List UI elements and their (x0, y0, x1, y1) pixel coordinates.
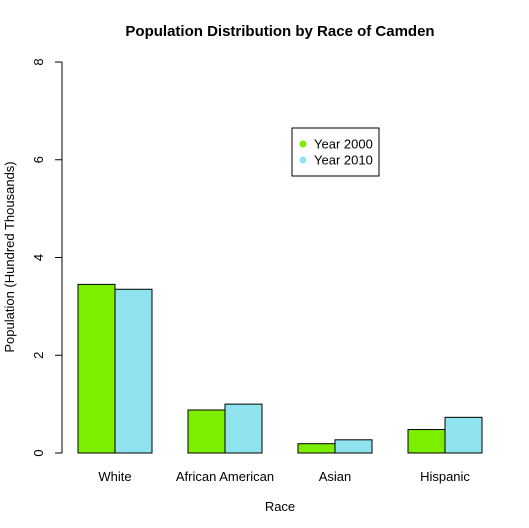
legend-label: Year 2010 (314, 153, 373, 168)
legend-label: Year 2000 (314, 137, 373, 152)
bar (444, 416, 483, 454)
y-tick-label: 4 (31, 254, 46, 261)
y-axis: 0 2 4 6 8 (31, 58, 63, 457)
y-tick-label: 8 (31, 58, 46, 65)
bar (334, 439, 373, 454)
x-tick-label: White (98, 469, 131, 484)
bar (407, 429, 446, 454)
bars-group (77, 283, 483, 454)
bar (187, 409, 226, 454)
x-tick-label: Asian (319, 469, 352, 484)
bar (114, 288, 153, 454)
x-tick-label: African American (176, 469, 274, 484)
legend-box (291, 127, 380, 177)
x-tick-labels: White African American Asian Hispanic (98, 469, 470, 484)
y-tick-label: 2 (31, 352, 46, 359)
legend-swatch (299, 156, 307, 164)
bar (297, 443, 336, 454)
y-tick-label: 0 (31, 449, 46, 456)
x-axis-label: Race (265, 499, 295, 514)
y-axis-label: Population (Hundred Thousands) (2, 161, 17, 352)
y-tick-label: 6 (31, 156, 46, 163)
chart-title: Population Distribution by Race of Camde… (125, 23, 434, 40)
bar (77, 283, 116, 454)
legend-swatch (299, 140, 307, 148)
x-tick-label: Hispanic (420, 469, 470, 484)
bar (224, 403, 263, 454)
